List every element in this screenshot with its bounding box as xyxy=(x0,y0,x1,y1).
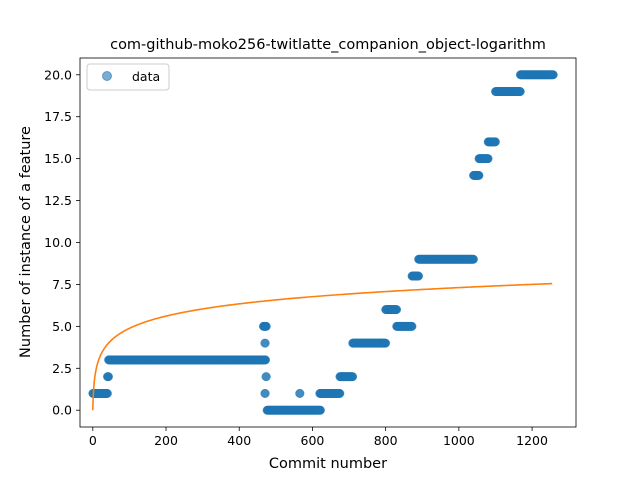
y-tick-label: 7.5 xyxy=(52,277,72,292)
data-point xyxy=(261,389,269,397)
data-point xyxy=(261,356,269,364)
y-tick-label: 0.0 xyxy=(52,403,72,418)
data-point xyxy=(491,138,499,146)
chart-title: com-github-moko256-twitlatte_companion_o… xyxy=(110,37,546,53)
data-point xyxy=(381,339,389,347)
data-point xyxy=(516,87,524,95)
data-point xyxy=(336,389,344,397)
x-axis-label: Commit number xyxy=(269,456,387,472)
data-point xyxy=(104,372,112,380)
y-tick-label: 2.5 xyxy=(52,361,72,376)
data-point xyxy=(296,389,304,397)
y-tick-label: 5.0 xyxy=(52,319,72,334)
legend-marker-data xyxy=(103,72,112,81)
y-axis-label: Number of instance of a feature xyxy=(18,126,34,358)
data-point xyxy=(549,71,557,79)
y-tick-label: 12.5 xyxy=(44,193,72,208)
data-point xyxy=(484,154,492,162)
y-tick-label: 17.5 xyxy=(44,109,72,124)
data-point xyxy=(316,406,324,414)
y-tick-label: 10.0 xyxy=(44,235,72,250)
x-tick-label: 400 xyxy=(227,433,251,448)
data-point xyxy=(103,389,111,397)
data-point xyxy=(261,339,269,347)
data-point xyxy=(414,272,422,280)
x-tick-label: 600 xyxy=(301,433,325,448)
data-point xyxy=(262,322,270,330)
data-point xyxy=(392,305,400,313)
x-tick-label: 200 xyxy=(154,433,178,448)
data-point xyxy=(262,372,270,380)
x-tick-label: 0 xyxy=(89,433,97,448)
x-tick-label: 1000 xyxy=(443,433,475,448)
y-tick-label: 15.0 xyxy=(44,151,72,166)
data-point xyxy=(475,171,483,179)
data-point xyxy=(349,372,357,380)
legend-label-data: data xyxy=(132,69,160,84)
data-point xyxy=(408,322,416,330)
data-point xyxy=(469,255,477,263)
legend: data xyxy=(87,64,169,90)
x-tick-label: 800 xyxy=(374,433,398,448)
y-tick-label: 20.0 xyxy=(44,67,72,82)
x-tick-label: 1200 xyxy=(516,433,548,448)
